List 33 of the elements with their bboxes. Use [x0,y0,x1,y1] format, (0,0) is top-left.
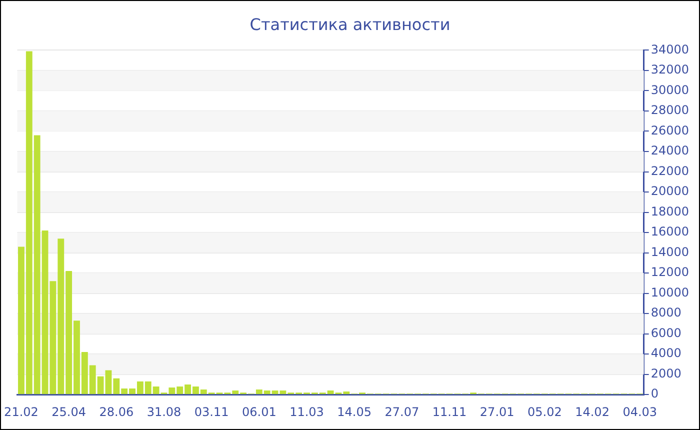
y-tick-label: 6000 [650,326,682,340]
x-tick-label: 31.08 [146,404,182,419]
x-tick-label: 03.11 [194,404,229,419]
x-tick-label: 28.06 [99,404,134,419]
y-tick-label: 8000 [650,306,682,320]
y-tick-label: 18000 [650,204,690,218]
y-tick-label: 16000 [650,224,690,239]
x-tick-label: 14.02 [575,404,610,419]
x-tick-label: 21.02 [4,404,38,419]
y-tick-label: 14000 [650,244,690,259]
y-tick-label: 12000 [650,265,690,280]
y-tick-label: 2000 [650,366,682,380]
y-tick-label: 30000 [650,82,690,97]
y-tick-label: 26000 [650,123,690,138]
y-tick-label: 10000 [650,285,690,300]
x-tick-label: 25.04 [52,404,86,419]
x-tick-label: 11.11 [432,404,467,419]
y-tick-label: 4000 [650,346,682,360]
x-tick-label: 05.02 [528,404,562,419]
y-tick-label: 32000 [650,62,690,77]
y-tick-label: 22000 [650,164,690,178]
y-tick-label: 34000 [650,42,690,56]
y-tick-label: 0 [650,386,658,401]
x-tick-label: 04.03 [622,404,658,419]
x-tick-label: 14.05 [337,404,372,419]
x-tick-label: 27.01 [480,404,514,419]
x-tick-label: 06.01 [242,404,276,419]
y-tick-label: 28000 [650,103,690,118]
y-tick-label: 24000 [650,144,690,158]
y-tick-label: 20000 [650,184,690,198]
x-tick-label: 27.07 [384,404,420,419]
chart-title: Статистика активности [248,15,452,34]
x-tick-label: 11.03 [290,404,324,419]
